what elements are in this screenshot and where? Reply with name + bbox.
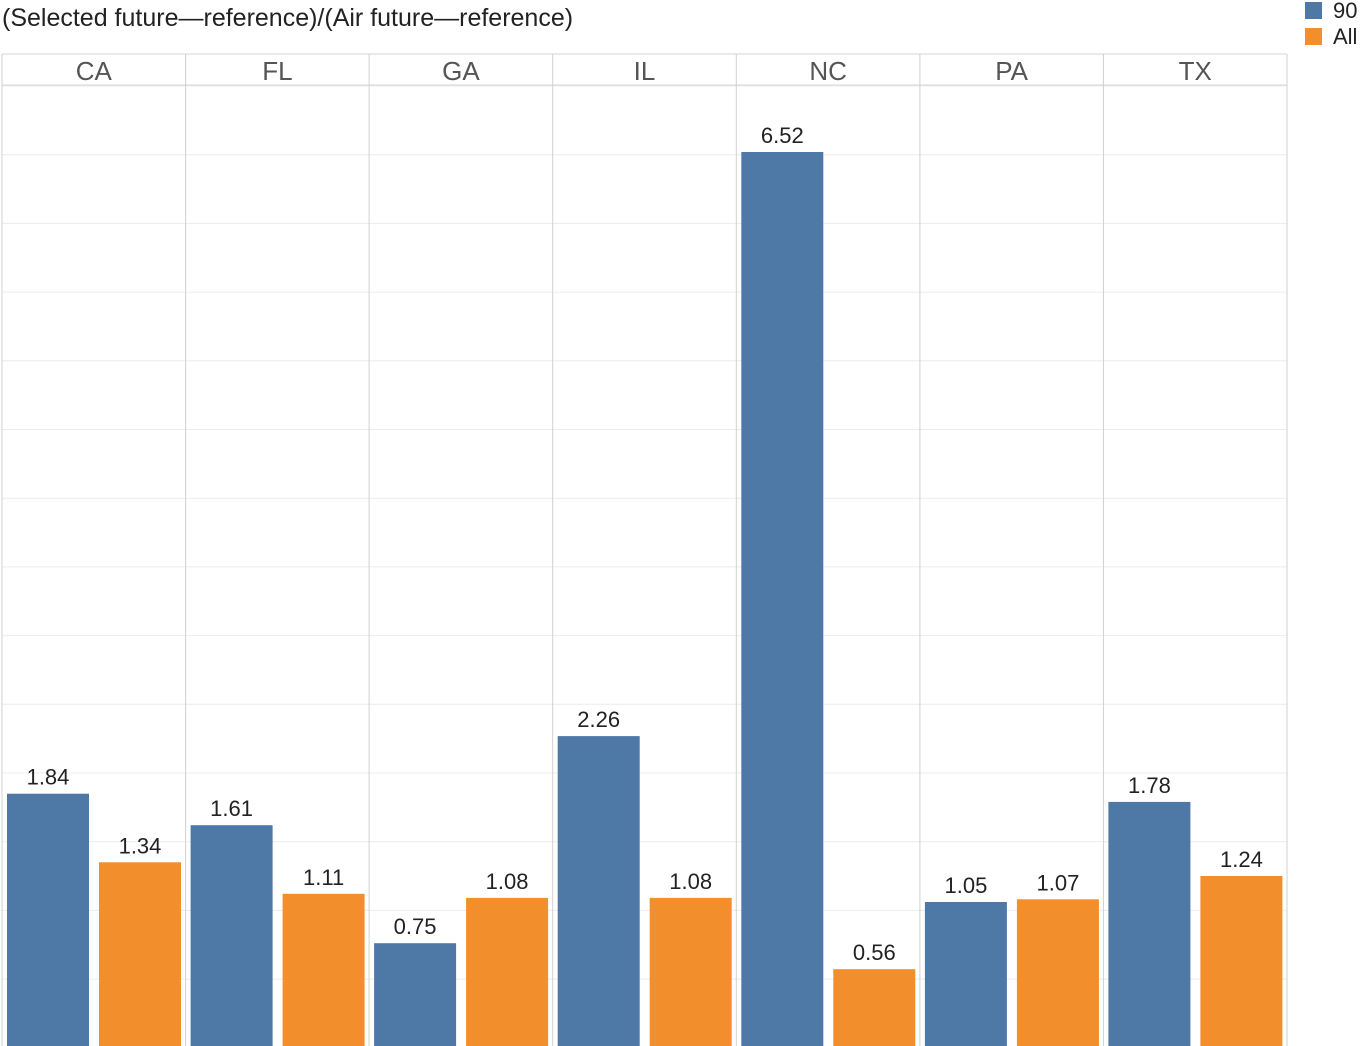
chart-title: (Selected future—reference)/(Air future—…: [2, 4, 574, 32]
bar-il-90: [557, 736, 640, 1046]
data-label-nc-all: 0.56: [853, 940, 896, 965]
bar-fl-all: [282, 893, 365, 1046]
data-label-fl-all: 1.11: [303, 865, 344, 890]
bar-tx-all: [1200, 876, 1283, 1046]
bar-nc-all: [833, 969, 916, 1046]
data-label-ga-all: 1.08: [486, 869, 529, 894]
data-label-pa-all: 1.07: [1036, 870, 1079, 895]
data-label-pa-90: 1.05: [944, 873, 987, 898]
data-label-il-all: 1.08: [669, 869, 712, 894]
legend-label-90: 90: [1333, 0, 1358, 23]
data-label-tx-90: 1.78: [1128, 773, 1171, 798]
data-label-fl-90: 1.61: [210, 796, 253, 821]
bar-ga-all: [466, 897, 549, 1046]
bar-ca-90: [7, 793, 89, 1046]
bar-ca-all: [99, 862, 181, 1046]
bar-il-all: [649, 897, 732, 1046]
data-label-il-90: 2.26: [577, 707, 620, 732]
category-label-fl: FL: [262, 56, 292, 86]
bar-pa-90: [924, 902, 1007, 1046]
bar-tx-90: [1108, 801, 1191, 1046]
legend-swatch-90: [1305, 2, 1322, 19]
data-label-nc-90: 6.52: [761, 123, 804, 148]
category-label-ca: CA: [76, 56, 113, 86]
bar-ga-90: [374, 943, 457, 1046]
data-label-tx-all: 1.24: [1220, 847, 1263, 872]
data-label-ca-all: 1.34: [119, 833, 162, 858]
bar-fl-90: [190, 825, 273, 1046]
data-label-ca-90: 1.84: [27, 765, 70, 790]
category-label-nc: NC: [809, 56, 847, 86]
bar-nc-90: [741, 152, 824, 1046]
legend-swatch-all: [1305, 28, 1322, 45]
category-label-ga: GA: [442, 56, 480, 86]
category-label-pa: PA: [995, 56, 1028, 86]
category-label-il: IL: [634, 56, 656, 86]
bar-pa-all: [1016, 899, 1099, 1046]
legend-label-all: All: [1333, 24, 1358, 49]
category-label-tx: TX: [1179, 56, 1212, 86]
data-label-ga-90: 0.75: [394, 914, 437, 939]
